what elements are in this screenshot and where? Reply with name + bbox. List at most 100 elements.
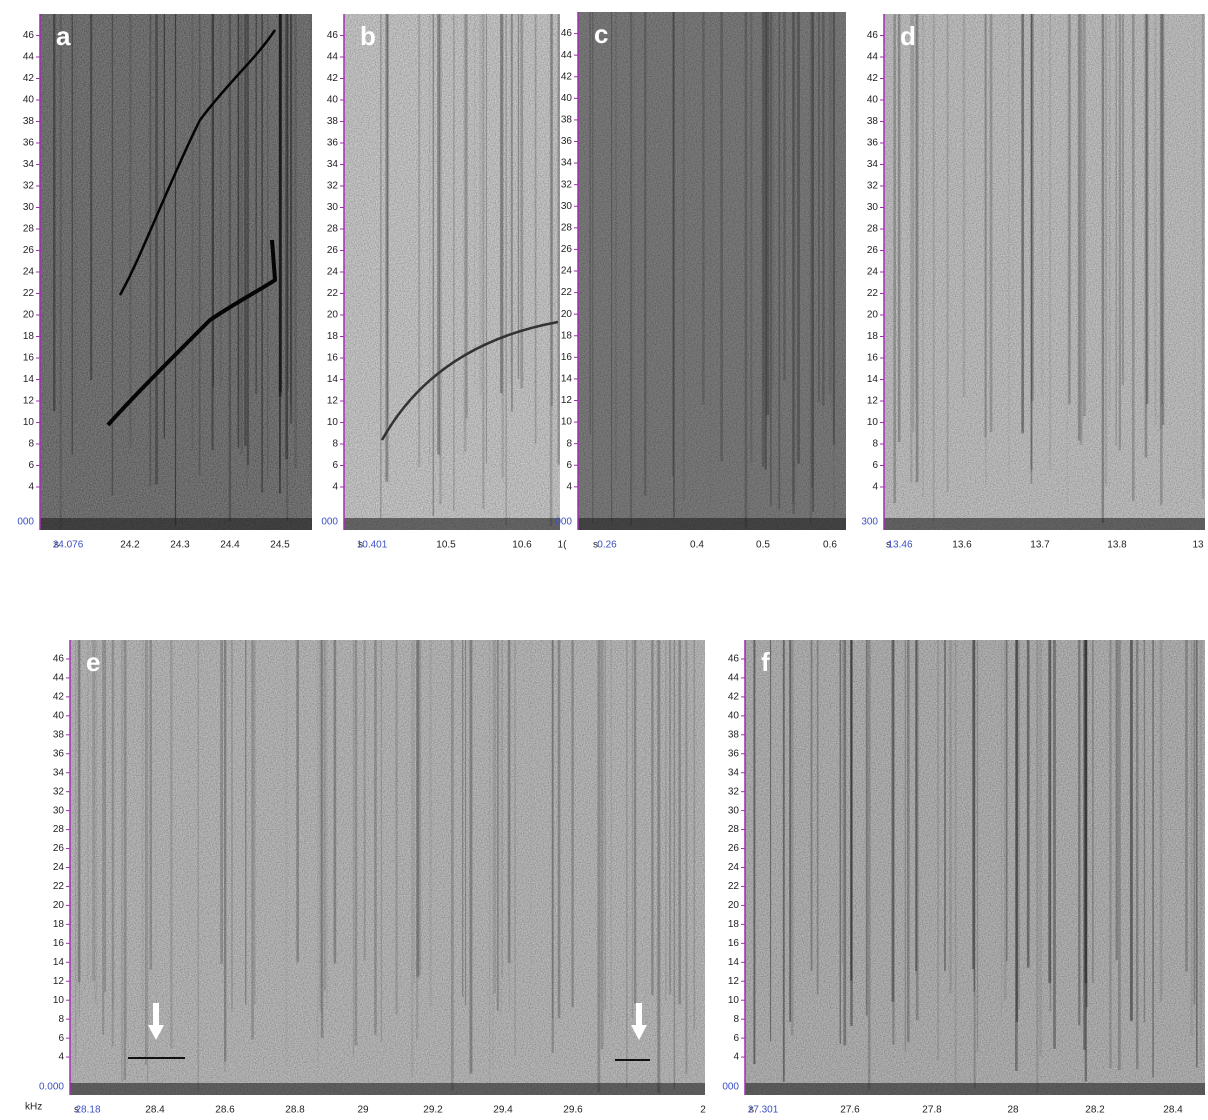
y-tick-label: 46 bbox=[23, 30, 35, 41]
y-tick-label: 14 bbox=[53, 957, 65, 968]
panel-label: f bbox=[761, 647, 770, 677]
x-unit: s bbox=[358, 540, 363, 551]
x-tick-label: 0.26 bbox=[597, 540, 617, 551]
x-tick-label: 0.4 bbox=[690, 540, 704, 551]
y-tick-label: 10 bbox=[561, 417, 573, 428]
y-tick-label: 40 bbox=[728, 710, 740, 721]
x-tick-label: 1( bbox=[558, 540, 568, 551]
x-tick-label: 13.8 bbox=[1107, 540, 1127, 551]
y-tick-label: 6 bbox=[332, 460, 338, 471]
y-tick-label: 18 bbox=[561, 330, 573, 341]
y-origin-label: 000 bbox=[722, 1082, 739, 1093]
x-tick-label: 29.6 bbox=[563, 1105, 583, 1116]
y-tick-label: 38 bbox=[867, 116, 879, 127]
x-tick-label: 29 bbox=[357, 1105, 369, 1116]
y-origin-label: 000 bbox=[555, 517, 572, 528]
y-tick-label: 34 bbox=[53, 767, 65, 778]
y-tick-label: 46 bbox=[561, 28, 573, 39]
y-tick-label: 8 bbox=[332, 439, 338, 450]
y-tick-label: 42 bbox=[867, 73, 879, 84]
y-tick-label: 6 bbox=[58, 1033, 64, 1044]
spectrogram-noise bbox=[745, 640, 1205, 1095]
panel-label: c bbox=[594, 19, 608, 49]
call-trace bbox=[380, 320, 559, 441]
y-tick-label: 44 bbox=[327, 52, 339, 63]
panel-label: d bbox=[900, 21, 916, 51]
y-tick-label: 34 bbox=[867, 159, 879, 170]
arrow bbox=[153, 1003, 159, 1027]
y-tick-label: 6 bbox=[733, 1033, 739, 1044]
y-tick-label: 18 bbox=[728, 919, 740, 930]
panel-label: e bbox=[86, 647, 100, 677]
y-tick-label: 22 bbox=[23, 288, 35, 299]
y-tick-label: 36 bbox=[728, 748, 740, 759]
spectrogram-panel bbox=[70, 640, 705, 1095]
y-origin-label: 000 bbox=[321, 517, 338, 528]
y-tick-label: 38 bbox=[23, 116, 35, 127]
y-tick-label: 36 bbox=[23, 138, 35, 149]
x-tick-label: 24.3 bbox=[170, 540, 190, 551]
x-unit: s bbox=[886, 540, 891, 551]
spectrogram-panel bbox=[344, 14, 560, 530]
y-tick-label: 18 bbox=[327, 331, 339, 342]
x-unit: s bbox=[749, 1105, 754, 1116]
y-tick-label: 12 bbox=[327, 396, 339, 407]
x-tick-label: 24.4 bbox=[220, 540, 240, 551]
y-tick-label: 20 bbox=[23, 310, 35, 321]
y-tick-label: 10 bbox=[23, 417, 35, 428]
y-tick-label: 12 bbox=[23, 396, 35, 407]
y-tick-label: 40 bbox=[327, 95, 339, 106]
call-trace bbox=[118, 29, 277, 296]
y-tick-label: 8 bbox=[58, 1014, 64, 1025]
y-tick-label: 44 bbox=[53, 673, 65, 684]
y-tick-label: 22 bbox=[867, 288, 879, 299]
x-tick-label: 0.6 bbox=[823, 540, 837, 551]
y-tick-label: 26 bbox=[327, 245, 339, 256]
y-tick-label: 22 bbox=[728, 881, 740, 892]
y-tick-label: 18 bbox=[53, 919, 65, 930]
y-tick-label: 24 bbox=[561, 266, 573, 277]
y-tick-label: 14 bbox=[561, 374, 573, 385]
y-tick-label: 20 bbox=[728, 900, 740, 911]
y-tick-label: 12 bbox=[561, 395, 573, 406]
spectrogram-floor bbox=[578, 518, 846, 530]
y-tick-label: 12 bbox=[53, 976, 65, 987]
y-tick-label: 10 bbox=[728, 995, 740, 1006]
y-tick-label: 20 bbox=[327, 310, 339, 321]
y-tick-label: 30 bbox=[23, 202, 35, 213]
y-tick-label: 42 bbox=[23, 73, 35, 84]
y-tick-label: 44 bbox=[728, 673, 740, 684]
spectrogram-floor bbox=[70, 1083, 705, 1095]
spectrogram-noise bbox=[884, 14, 1205, 530]
y-tick-label: 44 bbox=[867, 52, 879, 63]
y-tick-label: 8 bbox=[28, 439, 34, 450]
x-tick-label: 28.2 bbox=[1085, 1105, 1105, 1116]
x-tick-label: 24.076 bbox=[53, 540, 84, 551]
y-tick-label: 28 bbox=[23, 224, 35, 235]
x-tick-label: 10.5 bbox=[436, 540, 456, 551]
x-tick-label: 24.5 bbox=[270, 540, 290, 551]
y-tick-label: 32 bbox=[561, 179, 573, 190]
y-tick-label: 26 bbox=[728, 843, 740, 854]
y-tick-label: 14 bbox=[728, 957, 740, 968]
y-tick-label: 8 bbox=[733, 1014, 739, 1025]
y-tick-label: 36 bbox=[53, 748, 65, 759]
y-tick-label: 14 bbox=[327, 374, 339, 385]
x-tick-label: 13.7 bbox=[1030, 540, 1050, 551]
spectrogram-noise bbox=[578, 12, 846, 530]
y-tick-label: 34 bbox=[23, 159, 35, 170]
y-tick-label: 16 bbox=[23, 353, 35, 364]
y-tick-label: 20 bbox=[867, 310, 879, 321]
y-tick-label: 38 bbox=[728, 729, 740, 740]
x-tick-label: 24.2 bbox=[120, 540, 140, 551]
x-tick-label: 13.6 bbox=[952, 540, 972, 551]
y-tick-label: 24 bbox=[23, 267, 35, 278]
y-tick-label: 28 bbox=[867, 224, 879, 235]
y-tick-label: 30 bbox=[53, 805, 65, 816]
spectrogram-panel bbox=[39, 14, 313, 530]
x-tick-label: 28.6 bbox=[215, 1105, 235, 1116]
panel-label: b bbox=[360, 21, 376, 51]
y-tick-label: 36 bbox=[867, 138, 879, 149]
y-tick-label: 34 bbox=[327, 159, 339, 170]
